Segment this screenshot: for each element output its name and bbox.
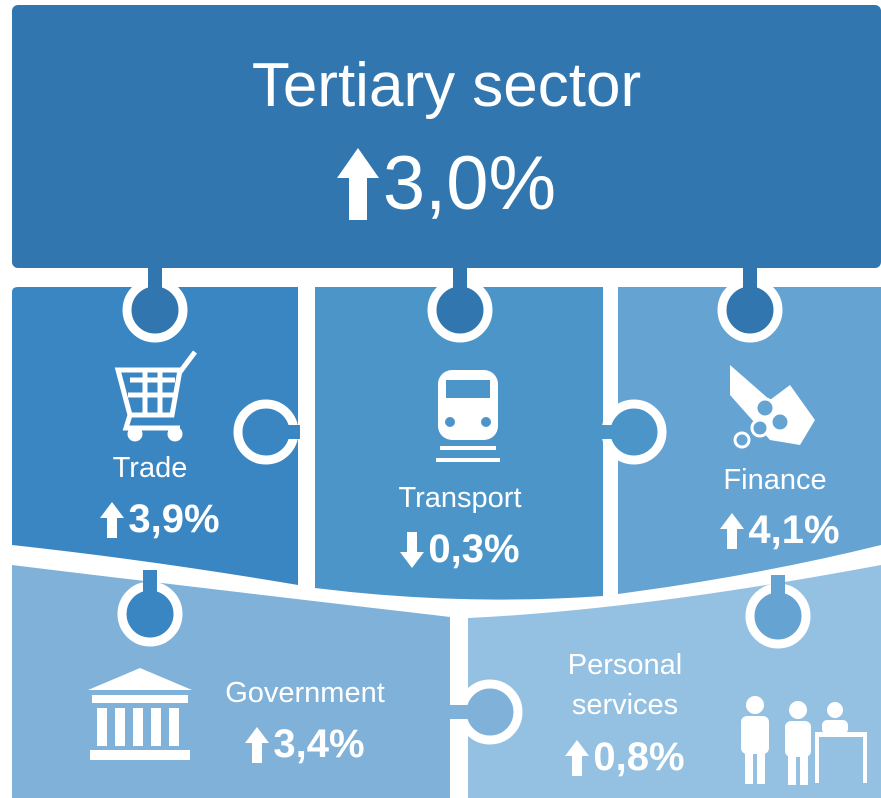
bank-icon [88, 668, 192, 760]
up-arrow [245, 726, 270, 763]
up-arrow [100, 501, 125, 538]
sector-label: Transport [398, 482, 522, 514]
sector-value: 4,1% [690, 508, 870, 553]
up-arrow [565, 739, 590, 776]
total-value: 3,0% [12, 140, 881, 227]
up-arrow [336, 147, 379, 220]
title: Tertiary sector [251, 51, 642, 120]
sector-value: 3,9% [70, 497, 250, 542]
sector-label: Trade [112, 452, 188, 484]
trade-tile [12, 287, 298, 585]
down-arrow [400, 531, 425, 568]
sector-label: Government [225, 677, 385, 709]
train-icon [436, 370, 500, 462]
value-text: 0,8% [593, 735, 685, 779]
sector-label: Personal services [567, 649, 683, 721]
transport-tile [315, 287, 603, 600]
value-text: 4,1% [748, 508, 840, 552]
value-text: 3,0% [382, 141, 557, 226]
cart-icon [114, 350, 197, 442]
value-text: 0,3% [428, 527, 520, 571]
value-text: 3,9% [128, 497, 220, 541]
sector-label: Finance [723, 464, 827, 496]
value-text: 3,4% [273, 722, 365, 766]
sector-value: 0,8% [535, 735, 715, 780]
knob-fills [143, 262, 785, 719]
sector-value: 3,4% [215, 722, 395, 767]
up-arrow [720, 512, 745, 549]
sector-value: 0,3% [370, 527, 550, 572]
hand-icon [730, 365, 815, 449]
top-tile [12, 5, 881, 268]
people-icon [741, 696, 867, 785]
